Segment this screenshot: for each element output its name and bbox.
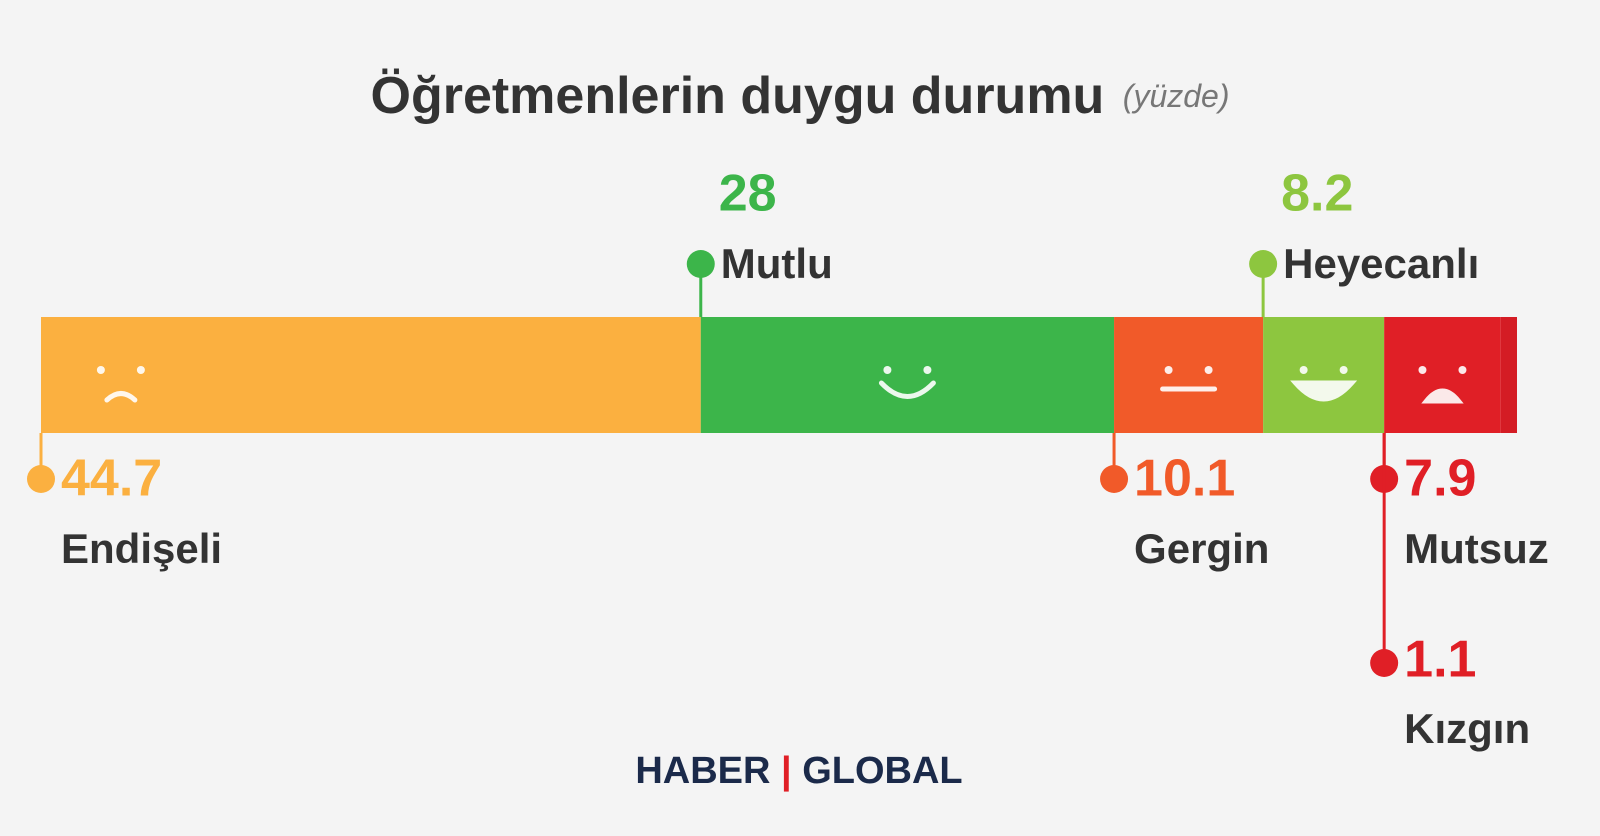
category-label: Endişeli bbox=[61, 525, 222, 572]
title-line: Öğretmenlerin duygu durumu (yüzde) bbox=[371, 67, 1230, 125]
leader-dot bbox=[27, 465, 55, 493]
logo-left: HABER bbox=[635, 750, 770, 792]
face-eye bbox=[883, 366, 892, 374]
bar-segment bbox=[1114, 317, 1264, 433]
value-label: 7.9 bbox=[1404, 450, 1476, 508]
chart-title: Öğretmenlerin duygu durumu bbox=[371, 67, 1105, 125]
logo-right: GLOBAL bbox=[802, 750, 962, 792]
face-eye bbox=[1418, 366, 1427, 374]
chart-subtitle: (yüzde) bbox=[1123, 78, 1230, 114]
face-mouth bbox=[878, 380, 936, 399]
leader-dot bbox=[1100, 465, 1129, 493]
value-label: 1.1 bbox=[1404, 631, 1476, 689]
bar-segment bbox=[1384, 317, 1501, 433]
bar-segment bbox=[1263, 317, 1385, 433]
value-label: 44.7 bbox=[61, 450, 162, 508]
face-mouth bbox=[1421, 388, 1464, 404]
category-label: Kızgın bbox=[1404, 705, 1530, 752]
value-label: 28 bbox=[719, 165, 777, 223]
face-eye bbox=[96, 366, 105, 374]
face-icon bbox=[96, 366, 145, 403]
face-icon bbox=[1290, 366, 1358, 402]
face-eye bbox=[1204, 366, 1213, 374]
category-label: Gergin bbox=[1134, 525, 1269, 572]
face-icon bbox=[1160, 366, 1218, 392]
face-eye bbox=[923, 366, 932, 374]
leader-dot bbox=[1249, 250, 1278, 278]
face-eye bbox=[1299, 366, 1308, 374]
face-icon bbox=[1418, 366, 1467, 404]
face-eye bbox=[1458, 366, 1467, 374]
face-mouth bbox=[1290, 380, 1358, 402]
logo-divider: | bbox=[781, 750, 792, 792]
logo: HABER | GLOBAL bbox=[635, 750, 962, 792]
bar-segment bbox=[41, 317, 701, 433]
value-label: 8.2 bbox=[1281, 165, 1353, 223]
category-label: Mutlu bbox=[721, 240, 833, 287]
category-label: Mutsuz bbox=[1404, 525, 1549, 572]
leader-dot bbox=[686, 250, 715, 278]
category-label: Heyecanlı bbox=[1283, 240, 1479, 287]
bar-segment bbox=[700, 317, 1115, 433]
face-mouth bbox=[104, 391, 138, 403]
face-eye bbox=[1339, 366, 1348, 374]
value-label: 10.1 bbox=[1134, 450, 1235, 508]
face-eye bbox=[1164, 366, 1173, 374]
face-icon bbox=[878, 366, 936, 399]
face-eye bbox=[136, 366, 145, 374]
bar-segment bbox=[1500, 317, 1517, 433]
leader-dot bbox=[1370, 649, 1399, 677]
